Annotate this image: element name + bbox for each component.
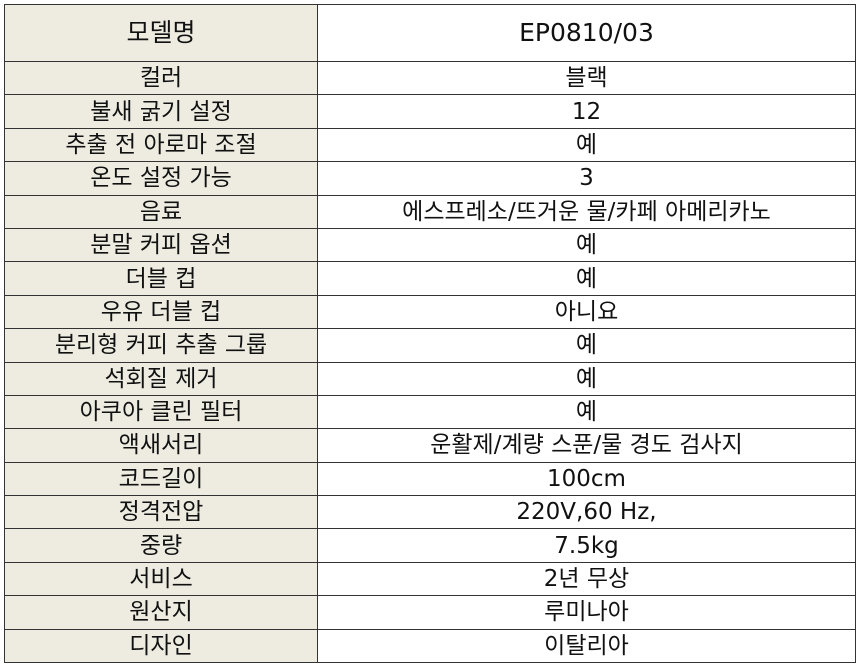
table-row: 코드길이 100cm: [4, 461, 856, 497]
spec-label: 컬러: [4, 60, 318, 96]
table-row: 모델명 EP0810/03: [4, 4, 856, 62]
spec-label: 모델명: [4, 4, 318, 62]
table-row: 원산지 루미나아: [4, 595, 856, 630]
spec-label: 불새 굵기 설정: [4, 94, 318, 129]
table-row: 컬러 블랙: [4, 60, 856, 96]
spec-label: 석회질 제거: [4, 361, 318, 396]
table-row: 우유 더블 컵 아니요: [4, 294, 856, 330]
table-row: 온도 설정 가능 3: [4, 161, 856, 196]
spec-label: 분리형 커피 추출 그룹: [4, 328, 318, 363]
table-row: 음료 에스프레소/뜨거운 물/카페 아메리카노: [4, 194, 856, 229]
spec-label: 분말 커피 옵션: [4, 227, 318, 263]
spec-value: 에스프레소/뜨거운 물/카페 아메리카노: [317, 194, 856, 229]
spec-value: 예: [317, 261, 856, 296]
spec-value: EP0810/03: [317, 4, 856, 62]
table-row: 액새서리 운활제/계량 스푼/물 경도 검사지: [4, 428, 856, 463]
spec-label: 아쿠아 클린 필터: [4, 394, 318, 430]
table-row: 분말 커피 옵션 예: [4, 227, 856, 263]
spec-label: 서비스: [4, 561, 318, 597]
table-row: 분리형 커피 추출 그룹 예: [4, 328, 856, 363]
spec-table: 모델명 EP0810/03 컬러 블랙 불새 굵기 설정 12 추출 전 아로마 조절 예 온도…: [4, 4, 856, 664]
table-row: 추출 전 아로마 조절 예: [4, 127, 856, 163]
table-row: 디자인 이탈리아: [4, 628, 856, 664]
spec-label: 온도 설정 가능: [4, 161, 318, 196]
spec-value: 100cm: [317, 461, 856, 497]
spec-value: 예: [317, 227, 856, 263]
spec-value: 예: [317, 361, 856, 396]
table-row: 석회질 제거 예: [4, 361, 856, 396]
spec-value: 3: [317, 161, 856, 196]
spec-label: 코드길이: [4, 461, 318, 497]
spec-value: 이탈리아: [317, 628, 856, 664]
spec-value: 7.5kg: [317, 528, 856, 563]
spec-value: 220V,60 Hz,: [317, 495, 856, 530]
spec-label: 더블 컵: [4, 261, 318, 296]
spec-value: 루미나아: [317, 595, 856, 630]
spec-label: 중량: [4, 528, 318, 563]
spec-value: 아니요: [317, 294, 856, 330]
spec-value: 2년 무상: [317, 561, 856, 597]
table-row: 불새 굵기 설정 12: [4, 94, 856, 129]
spec-label: 액새서리: [4, 428, 318, 463]
spec-label: 정격전압: [4, 495, 318, 530]
spec-value: 운활제/계량 스푼/물 경도 검사지: [317, 428, 856, 463]
spec-label: 디자인: [4, 628, 318, 664]
spec-value: 12: [317, 94, 856, 129]
spec-label: 추출 전 아로마 조절: [4, 127, 318, 163]
spec-value: 예: [317, 328, 856, 363]
table-row: 아쿠아 클린 필터 예: [4, 394, 856, 430]
spec-label: 우유 더블 컵: [4, 294, 318, 330]
table-row: 정격전압 220V,60 Hz,: [4, 495, 856, 530]
table-row: 중량 7.5kg: [4, 528, 856, 563]
spec-value: 예: [317, 394, 856, 430]
spec-value: 예: [317, 127, 856, 163]
spec-value: 블랙: [317, 60, 856, 96]
table-row: 서비스 2년 무상: [4, 561, 856, 597]
spec-label: 음료: [4, 194, 318, 229]
spec-label: 원산지: [4, 595, 318, 630]
